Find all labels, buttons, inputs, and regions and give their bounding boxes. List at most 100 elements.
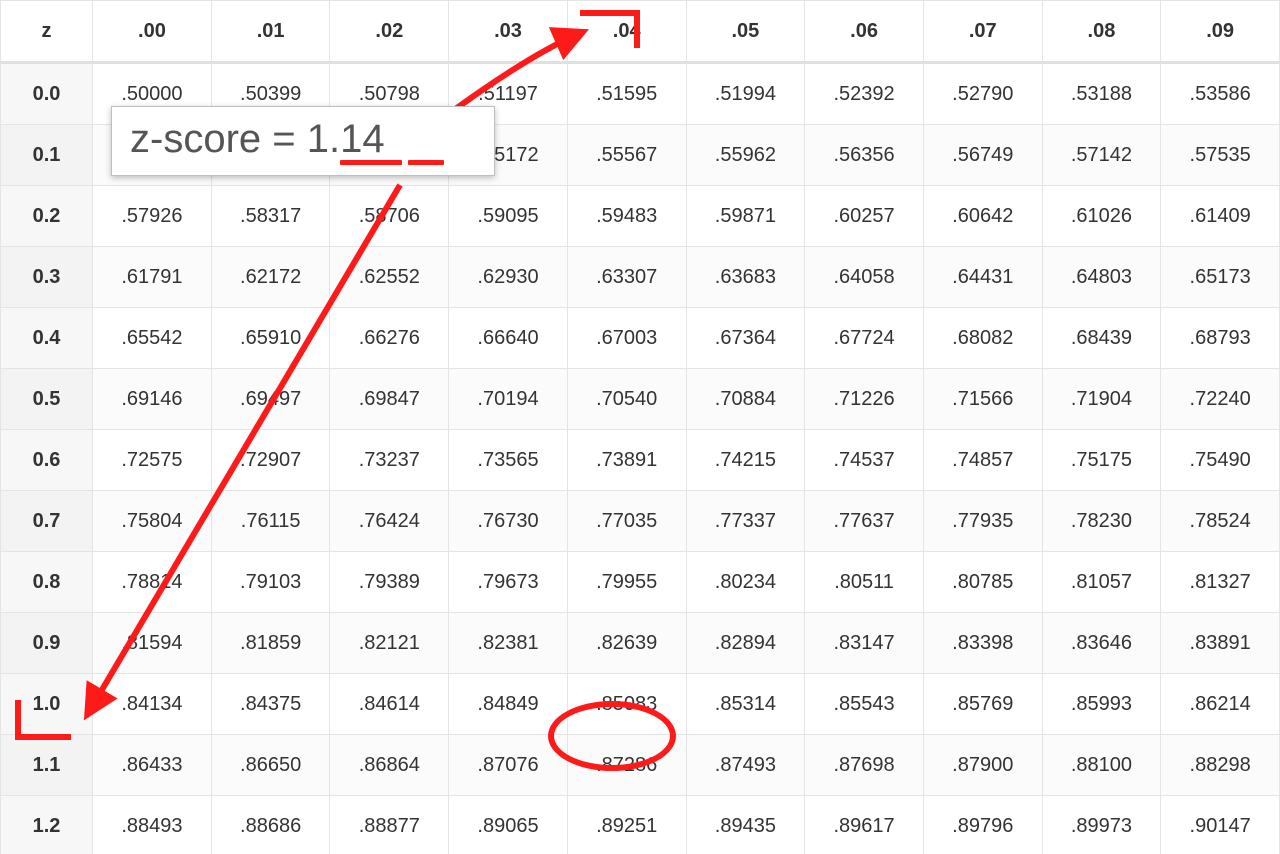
table-cell: .81859: [211, 613, 330, 674]
col-header: .04: [567, 1, 686, 63]
table-cell: .82639: [567, 613, 686, 674]
table-cell: .84849: [449, 674, 568, 735]
table-cell: .89065: [449, 796, 568, 854]
col-header: .03: [449, 1, 568, 63]
table-row: 0.0.50000.50399.50798.51197.51595.51994.…: [1, 63, 1280, 125]
table-cell: .72575: [93, 430, 212, 491]
table-cell: .71566: [923, 369, 1042, 430]
table-cell: .74857: [923, 430, 1042, 491]
row-header: 1.0: [1, 674, 93, 735]
table-cell: .65173: [1161, 247, 1280, 308]
table-cell: .50798: [330, 63, 449, 125]
table-cell: .78814: [93, 552, 212, 613]
table-cell: .75490: [1161, 430, 1280, 491]
table-cell: .69497: [211, 369, 330, 430]
table-cell: .83398: [923, 613, 1042, 674]
table-cell: .79955: [567, 552, 686, 613]
table-cell: .83147: [805, 613, 924, 674]
table-cell: .57142: [1042, 125, 1161, 186]
table-cell: .65910: [211, 308, 330, 369]
table-cell: .59095: [449, 186, 568, 247]
table-cell: .57926: [93, 186, 212, 247]
table-row: 0.6.72575.72907.73237.73565.73891.74215.…: [1, 430, 1280, 491]
table-cell: .73565: [449, 430, 568, 491]
row-header: 0.5: [1, 369, 93, 430]
table-cell: .78524: [1161, 491, 1280, 552]
table-cell: .52392: [805, 63, 924, 125]
table-cell: .78230: [1042, 491, 1161, 552]
table-cell: .58706: [330, 186, 449, 247]
table-cell: .84375: [211, 674, 330, 735]
table-cell: .85083: [567, 674, 686, 735]
table-cell: .77035: [567, 491, 686, 552]
table-cell: .57535: [1161, 125, 1280, 186]
table-cell: .81594: [93, 613, 212, 674]
table-cell: .87900: [923, 735, 1042, 796]
table-cell: .71226: [805, 369, 924, 430]
table-cell: .53586: [1161, 63, 1280, 125]
table-cell: .79389: [330, 552, 449, 613]
row-header: 0.3: [1, 247, 93, 308]
table-cell: .66276: [330, 308, 449, 369]
row-header: 0.0: [1, 63, 93, 125]
col-header: .05: [686, 1, 805, 63]
table-cell: .53983: [93, 125, 212, 186]
table-cell: .60257: [805, 186, 924, 247]
table-cell: .55567: [567, 125, 686, 186]
table-cell: .59483: [567, 186, 686, 247]
row-header: 0.4: [1, 308, 93, 369]
table-cell: .80234: [686, 552, 805, 613]
table-row: 0.9.81594.81859.82121.82381.82639.82894.…: [1, 613, 1280, 674]
table-cell: .82894: [686, 613, 805, 674]
table-cell: .62172: [211, 247, 330, 308]
table-cell: .76115: [211, 491, 330, 552]
table-cell: .89617: [805, 796, 924, 854]
row-header: 1.1: [1, 735, 93, 796]
table-cell: .52790: [923, 63, 1042, 125]
table-cell: .76424: [330, 491, 449, 552]
table-cell: .72907: [211, 430, 330, 491]
table-cell: .68439: [1042, 308, 1161, 369]
table-cell: .74215: [686, 430, 805, 491]
col-header: .01: [211, 1, 330, 63]
table-cell: .74537: [805, 430, 924, 491]
table-cell: .51595: [567, 63, 686, 125]
col-header: .00: [93, 1, 212, 63]
table-cell: .76730: [449, 491, 568, 552]
table-cell: .81057: [1042, 552, 1161, 613]
row-header: 0.9: [1, 613, 93, 674]
table-row: 0.8.78814.79103.79389.79673.79955.80234.…: [1, 552, 1280, 613]
table-cell: .80785: [923, 552, 1042, 613]
table-cell: .88877: [330, 796, 449, 854]
table-cell: .55962: [686, 125, 805, 186]
table-cell: .55172: [449, 125, 568, 186]
table-cell: .88493: [93, 796, 212, 854]
table-cell: .69146: [93, 369, 212, 430]
table-cell: .73891: [567, 430, 686, 491]
table-cell: .63307: [567, 247, 686, 308]
table-cell: .82121: [330, 613, 449, 674]
corner-header: z: [1, 1, 93, 63]
table-row: 0.7.75804.76115.76424.76730.77035.77337.…: [1, 491, 1280, 552]
table-row: 1.1.86433.86650.86864.87076.87286.87493.…: [1, 735, 1280, 796]
table-cell: .85543: [805, 674, 924, 735]
table-cell: .86650: [211, 735, 330, 796]
table-row: 1.0.84134.84375.84614.84849.85083.85314.…: [1, 674, 1280, 735]
row-header: 1.2: [1, 796, 93, 854]
table-cell: .51994: [686, 63, 805, 125]
table-cell: .58317: [211, 186, 330, 247]
table-cell: .89796: [923, 796, 1042, 854]
table-cell: .61791: [93, 247, 212, 308]
table-cell: .84614: [330, 674, 449, 735]
table-cell: .64431: [923, 247, 1042, 308]
table-cell: .62930: [449, 247, 568, 308]
table-cell: .56749: [923, 125, 1042, 186]
z-score-table: z .00 .01 .02 .03 .04 .05 .06 .07 .08 .0…: [0, 0, 1280, 854]
table-row: 1.2.88493.88686.88877.89065.89251.89435.…: [1, 796, 1280, 854]
table-cell: .80511: [805, 552, 924, 613]
table-cell: .79673: [449, 552, 568, 613]
table-cell: .85993: [1042, 674, 1161, 735]
table-cell: .77637: [805, 491, 924, 552]
table-cell: .63683: [686, 247, 805, 308]
row-header: 0.8: [1, 552, 93, 613]
